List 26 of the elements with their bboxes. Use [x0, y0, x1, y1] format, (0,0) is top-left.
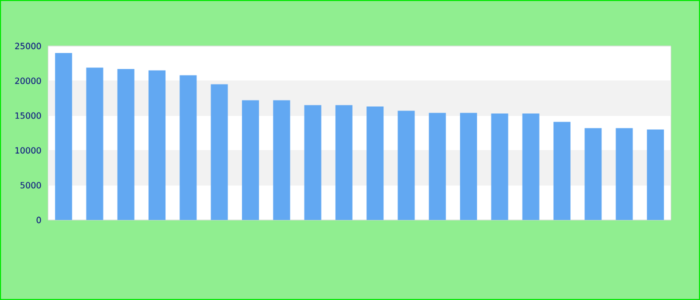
bar — [180, 75, 197, 220]
bar — [553, 122, 570, 220]
y-tick-label: 20000 — [15, 78, 41, 84]
bar — [491, 114, 508, 220]
bar — [148, 70, 166, 220]
bar — [273, 100, 290, 220]
bar — [210, 84, 228, 220]
bar — [242, 100, 259, 220]
bar — [117, 68, 134, 220]
bar — [86, 68, 104, 220]
bar — [304, 105, 322, 220]
y-tick-label: 10000 — [15, 147, 41, 154]
bar — [460, 112, 478, 220]
bar — [584, 128, 602, 220]
bar — [522, 114, 540, 220]
bar — [366, 106, 384, 220]
bar — [616, 128, 633, 220]
y-tick-label: 0 — [36, 216, 41, 224]
y-tick-label: 5000 — [20, 182, 41, 188]
bar — [398, 110, 415, 220]
bar — [646, 130, 664, 220]
bar — [55, 52, 72, 220]
bar — [428, 112, 446, 220]
y-tick-label: 25000 — [15, 42, 41, 50]
bar — [335, 105, 352, 220]
y-tick-label: 15000 — [15, 112, 41, 119]
